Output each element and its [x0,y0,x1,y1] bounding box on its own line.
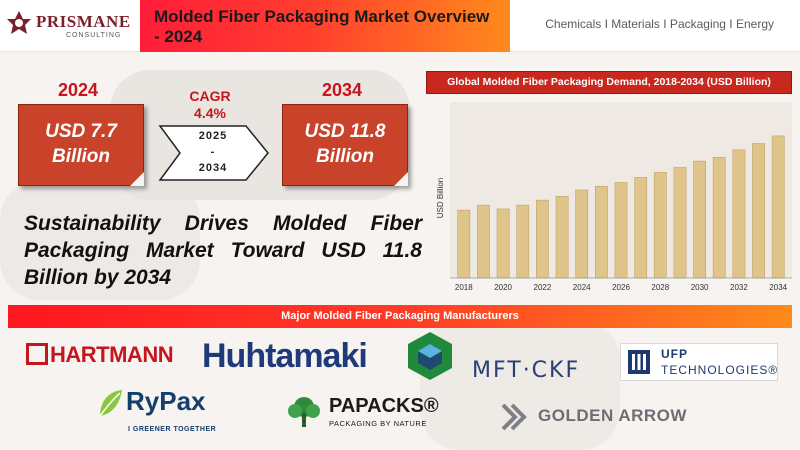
end-value-box: USD 11.8 Billion [282,104,408,186]
mft-ckf-logo: MFT·CKF [472,358,581,383]
header: PRISMANE CONSULTING Molded Fiber Packagi… [0,0,800,52]
hartmann-logo: HARTMANN [26,342,174,368]
hartmann-name: HARTMANN [50,342,174,367]
papacks-name: PAPACKS® [329,395,439,417]
huhtamaki-logo: Huhtamaki [202,337,368,375]
cagr-label: CAGR 4.4% [170,88,250,122]
chart-bar [614,182,628,279]
title-band: Molded Fiber Packaging Market Overview -… [140,0,510,52]
brand-subtitle: CONSULTING [66,32,122,39]
page-title: Molded Fiber Packaging Market Overview -… [154,7,490,46]
chart-x-tick-label: 2028 [651,283,669,292]
header-tagline: Chemicals I Materials I Packaging I Ener… [545,17,774,31]
end-value: USD 11.8 Billion [304,121,386,167]
headline: Sustainability Drives Molded Fiber Packa… [24,212,422,289]
chart-bars [450,102,792,279]
ufp-mark-icon [628,350,650,374]
chart-x-tick-label: 2032 [730,283,748,292]
chart-x-tick-label: 2020 [494,283,512,292]
start-year-label: 2024 [58,80,99,100]
hartmann-mark-icon [26,343,48,365]
cagr-period-end: 2034 [198,162,228,174]
chart-bar [516,204,530,279]
rypax-name: RyPax [126,386,206,416]
chart-y-axis-label: USD Billion [436,178,445,218]
rypax-logo: RyPax I GREENER TOGETHER [96,384,226,440]
papacks-tree-icon [288,397,320,427]
chart-bar [536,199,549,279]
chart-x-tick-label: 2026 [612,283,630,292]
manufacturers-heading: Major Molded Fiber Packaging Manufacture… [8,305,792,328]
chart-bar [595,185,608,279]
cagr-title: CAGR [189,88,231,104]
chart-bar [732,149,746,279]
cagr-period: 2025 - 2034 [180,128,246,176]
cagr-period-separator: - [210,146,216,158]
ufp-subname: TECHNOLOGIES® [661,363,779,377]
green-cube-logo-icon [408,332,452,380]
golden-arrow-mark-icon [501,403,527,431]
brand-name: PRISMANE [36,12,131,31]
chart-bar [712,157,726,279]
chart-bar [457,209,471,279]
chart-x-ticks: 2018 2020 2022 2024 2026 2028 2030 2032 2034 [455,283,788,292]
cagr-period-start: 2025 [198,130,228,142]
golden-arrow-name: GOLDEN ARROW [538,406,687,425]
cagr-value: 4.4% [194,105,226,121]
prismane-logo-icon [7,11,31,34]
chart-title: Global Molded Fiber Packaging Demand, 20… [426,71,792,94]
chart-bar [477,204,490,279]
chart-bar [575,189,589,279]
background-image [0,180,200,300]
chart-x-tick-label: 2034 [769,283,787,292]
chart-bar [653,172,667,279]
prismane-logo: PRISMANE CONSULTING [6,8,136,44]
chart-x-tick-label: 2024 [573,283,591,292]
chart-bar [693,160,706,279]
ufp-technologies-logo: UFP TECHNOLOGIES® [620,343,778,381]
start-value: USD 7.7 Billion [45,121,117,167]
chart-x-tick-label: 2022 [534,283,552,292]
chart-bar [555,196,569,279]
chart-bar [752,143,765,279]
rypax-tagline: I GREENER TOGETHER [128,426,217,433]
chart-bar [634,177,648,279]
chart-bar [496,208,510,279]
start-value-box: USD 7.7 Billion [18,104,144,186]
chart-x-tick-label: 2018 [455,283,473,292]
papacks-tagline: PACKAGING BY NATURE [329,419,427,428]
background-image [420,320,620,450]
chart-bar [771,135,785,279]
chart-x-tick-label: 2030 [691,283,709,292]
ufp-name: UFP [661,347,688,361]
golden-arrow-logo: GOLDEN ARROW [500,400,720,436]
demand-bar-chart: USD Billion 2018 2020 2022 2024 2026 2028 2030… [436,102,792,292]
papacks-logo: PAPACKS® PACKAGING BY NATURE [285,395,450,435]
rypax-leaf-icon [99,390,122,417]
end-year-label: 2034 [322,80,363,100]
chart-bar [673,167,687,279]
cagr-arrow-icon [158,125,269,181]
